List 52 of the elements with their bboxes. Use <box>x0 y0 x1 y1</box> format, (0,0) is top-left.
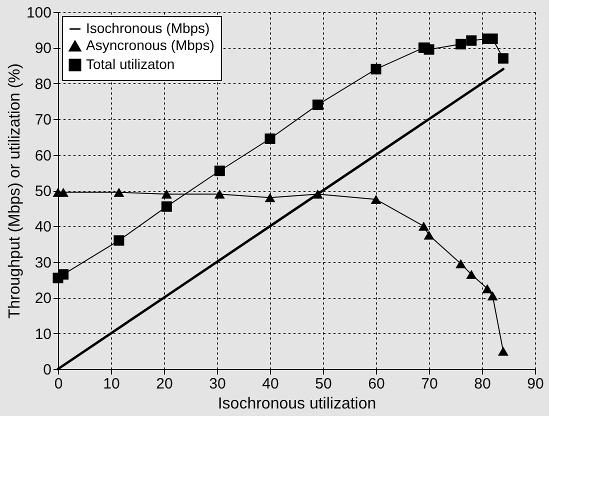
point <box>58 188 69 197</box>
point <box>214 190 225 199</box>
point <box>264 193 276 202</box>
point <box>214 166 225 176</box>
point <box>456 38 466 50</box>
x-tick-label: 0 <box>54 376 63 392</box>
point <box>114 235 124 246</box>
y-tick-label: 60 <box>34 147 52 164</box>
x-axis-title: Isochronous utilization <box>218 396 376 412</box>
legend-label: Asyncronous (Mbps) <box>86 37 214 53</box>
point <box>482 284 493 294</box>
y-tick-label: 10 <box>34 326 52 343</box>
point <box>466 270 477 279</box>
point <box>466 35 477 46</box>
y-tick-label: 70 <box>34 112 52 129</box>
point <box>161 190 172 199</box>
point <box>456 259 466 268</box>
y-tick-label: 40 <box>34 218 52 236</box>
y-tick-label: 80 <box>34 76 52 93</box>
point <box>424 44 434 55</box>
x-tick-label: 60 <box>368 376 385 392</box>
point <box>498 53 508 64</box>
point <box>312 100 323 110</box>
point <box>370 64 382 74</box>
x-tick-label: 70 <box>421 376 438 392</box>
point <box>161 201 172 212</box>
y-tick-label: 20 <box>34 290 52 308</box>
x-tick-label: 20 <box>156 376 173 392</box>
point <box>498 346 508 356</box>
y-tick-label: 100 <box>26 4 52 22</box>
legend-label: Total utilizaton <box>86 56 175 72</box>
y-tick-label: 30 <box>34 254 52 272</box>
point <box>58 269 69 280</box>
point <box>487 291 498 300</box>
point <box>264 133 276 144</box>
point <box>424 230 434 240</box>
point <box>312 190 323 199</box>
x-tick-label: 80 <box>474 376 491 392</box>
y-tick-label: 50 <box>34 183 52 200</box>
x-tick-label: 10 <box>103 376 120 392</box>
y-tick-label: 90 <box>34 40 52 58</box>
point <box>418 222 429 231</box>
point <box>487 34 498 44</box>
x-tick-label: 50 <box>315 376 332 392</box>
point <box>114 188 124 197</box>
x-tick-label: 30 <box>209 376 226 392</box>
x-tick-label: 40 <box>262 376 279 392</box>
point <box>370 194 382 204</box>
y-tick-label: 0 <box>43 362 52 378</box>
legend-label: Isochronous (Mbps) <box>86 20 210 36</box>
x-tick-label: 90 <box>527 376 544 392</box>
y-axis-title: Throughput (Mbps) or utilization (%) <box>6 63 24 319</box>
